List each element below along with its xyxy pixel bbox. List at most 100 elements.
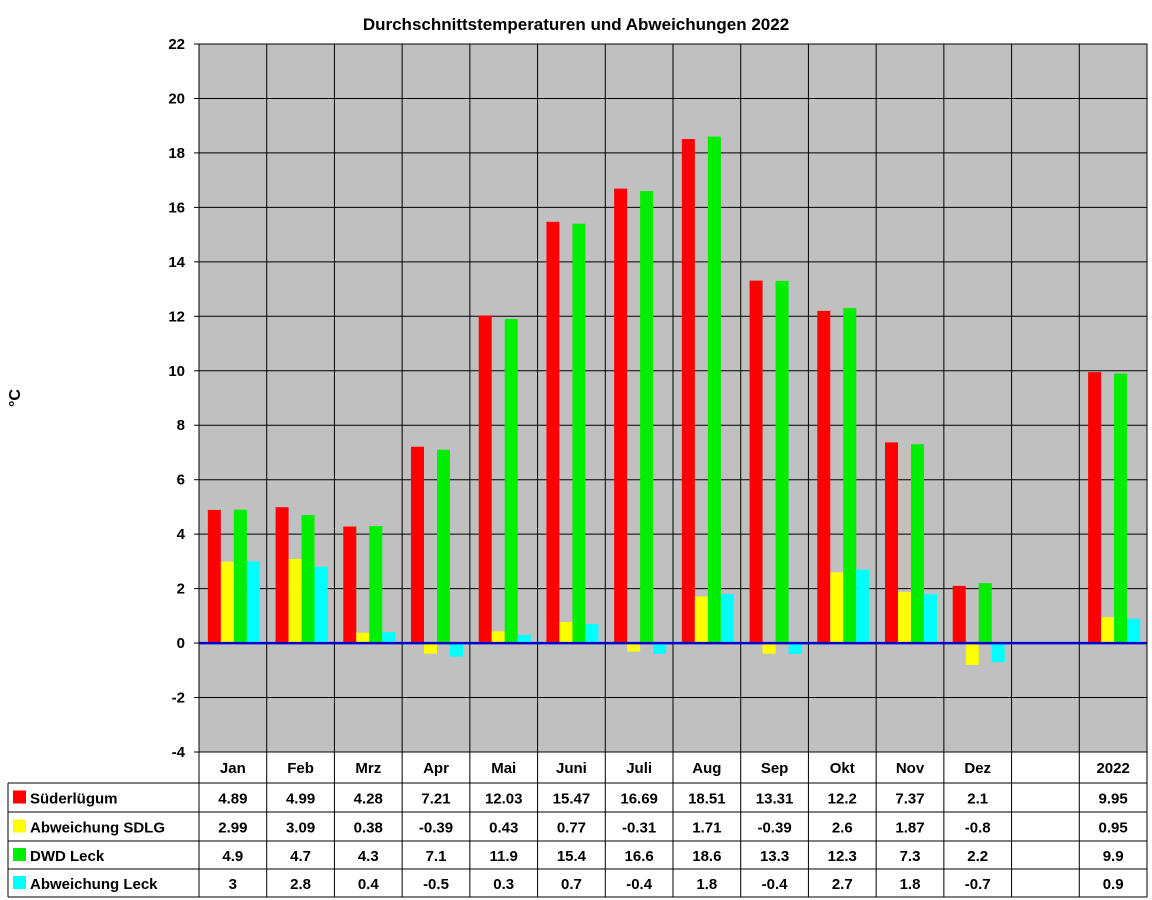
bar-süderlügum	[546, 221, 560, 644]
legend-label: Abweichung SDLG	[30, 820, 165, 837]
bar-abweichung-leck	[1127, 618, 1141, 644]
legend-label: Süderlügum	[30, 791, 118, 808]
bar-dwd-leck	[640, 191, 654, 644]
y-tick-label: -2	[172, 690, 185, 707]
x-tick-label: Nov	[896, 760, 925, 777]
y-tick-label: 18	[168, 145, 185, 162]
bar-abweichung-sdlg	[898, 592, 911, 644]
data-label: 4.28	[354, 791, 383, 808]
bar-dwd-leck	[707, 136, 721, 644]
data-label: 12.3	[828, 848, 857, 865]
bar-dwd-leck	[233, 509, 247, 644]
bar-abweichung-sdlg	[1101, 617, 1115, 644]
bar-abweichung-leck	[517, 634, 531, 644]
legend-swatch	[13, 819, 26, 833]
data-label: 18.51	[688, 791, 726, 808]
data-label: 3	[229, 876, 237, 893]
data-label: 4.89	[218, 791, 247, 808]
data-table: Jan Feb Mrz Apr Mai Juni Juli Aug Sep Okt Nov Dez 20…	[7, 751, 1147, 898]
data-label: 15.47	[553, 791, 591, 808]
x-tick-label: Juni	[556, 760, 587, 777]
data-label: 12.03	[485, 791, 523, 808]
data-label: -0.5	[423, 876, 449, 893]
data-label: -0.4	[762, 876, 789, 893]
bar-abweichung-leck	[585, 624, 599, 644]
bar-abweichung-sdlg	[965, 643, 979, 665]
bar-dwd-leck	[911, 444, 924, 644]
bar-abweichung-leck	[788, 643, 802, 654]
y-tick-label: 14	[168, 254, 185, 271]
chart-title: Durchschnittstemperaturen und Abweichung…	[363, 15, 789, 34]
data-label: 2.99	[218, 820, 247, 837]
data-label: 7.21	[421, 791, 450, 808]
bar-süderlügum	[817, 310, 831, 644]
data-label: 0.7	[561, 876, 582, 893]
data-label: 2.1	[967, 791, 988, 808]
y-tick-label: 4	[177, 526, 186, 543]
data-label: 4.99	[286, 791, 315, 808]
y-tick-label: 10	[168, 363, 185, 380]
bar-süderlügum	[749, 280, 763, 644]
bar-abweichung-sdlg	[288, 558, 302, 644]
y-tick-label: 8	[177, 417, 185, 434]
x-tick-label: Juli	[626, 760, 652, 777]
bar-dwd-leck	[1114, 373, 1128, 644]
data-label: 2.6	[832, 820, 853, 837]
bar-süderlügum	[207, 509, 221, 644]
data-label: 1.8	[900, 876, 921, 893]
data-label: 1.8	[696, 876, 717, 893]
data-label: 4.3	[358, 848, 379, 865]
bar-süderlügum	[681, 139, 695, 644]
data-label: 9.95	[1099, 791, 1128, 808]
data-label: 2.2	[967, 848, 988, 865]
legend-label: DWD Leck	[30, 848, 105, 865]
bar-abweichung-sdlg	[830, 572, 844, 644]
bar-abweichung-sdlg	[559, 622, 573, 644]
bar-dwd-leck	[504, 319, 518, 644]
bar-dwd-leck	[978, 583, 992, 644]
x-tick-label: Mai	[491, 760, 516, 777]
legend-swatch	[13, 848, 26, 861]
y-tick-label: 22	[168, 36, 185, 53]
y-tick-label: 0	[177, 635, 185, 652]
legend-label: Abweichung Leck	[30, 876, 158, 893]
legend-swatch	[13, 876, 26, 889]
data-label: -0.39	[419, 820, 453, 837]
bar-abweichung-sdlg	[762, 643, 776, 654]
data-label: -0.8	[965, 820, 991, 837]
legend-swatch	[13, 790, 26, 804]
data-label: 1.87	[895, 820, 924, 837]
data-label: 13.31	[756, 791, 794, 808]
data-label: 2.8	[290, 876, 311, 893]
x-tick-label: Aug	[692, 760, 721, 777]
y-tick-label: 16	[168, 199, 185, 216]
data-label: 0.3	[493, 876, 514, 893]
bar-abweichung-sdlg	[424, 643, 437, 654]
bar-abweichung-sdlg	[491, 631, 505, 644]
data-label: -0.39	[757, 820, 791, 837]
data-label: 1.71	[692, 820, 721, 837]
bar-dwd-leck	[843, 308, 857, 644]
bar-süderlügum	[885, 442, 898, 644]
y-axis-label: °C	[7, 389, 24, 407]
bar-abweichung-sdlg	[356, 632, 370, 644]
data-label: 7.3	[900, 848, 921, 865]
data-label: 2.7	[832, 876, 853, 893]
x-tick-label: Okt	[830, 760, 855, 777]
data-label: 16.69	[620, 791, 658, 808]
bar-süderlügum	[478, 315, 492, 644]
data-label: 7.1	[426, 848, 447, 865]
data-label: 7.37	[895, 791, 924, 808]
bar-dwd-leck	[572, 223, 586, 644]
bar-abweichung-sdlg	[220, 561, 234, 644]
bar-abweichung-leck	[991, 643, 1005, 663]
x-tick-label: Feb	[287, 760, 314, 777]
bar-abweichung-sdlg	[627, 643, 641, 652]
bar-süderlügum	[952, 585, 966, 644]
bar-süderlügum	[343, 526, 357, 644]
x-tick-label: Sep	[761, 760, 789, 777]
data-label: 9.9	[1103, 848, 1124, 865]
bar-abweichung-leck	[653, 643, 667, 654]
bar-abweichung-leck	[314, 566, 328, 644]
